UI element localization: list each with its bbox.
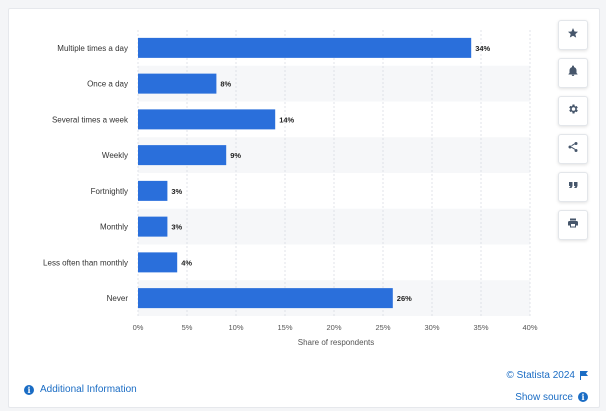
bell-icon [567,64,579,82]
bar [138,37,472,58]
x-tick-label: 35% [473,323,488,332]
x-tick-label: 0% [133,323,144,332]
x-tick-label: 5% [182,323,193,332]
print-button[interactable] [558,210,588,240]
bar [138,252,178,273]
cite-button[interactable] [558,172,588,202]
x-tick-label: 20% [326,323,341,332]
bar [138,73,217,94]
category-label: Several times a week [52,115,129,124]
copyright-label: © Statista 2024 [506,369,575,381]
bars [138,37,472,309]
value-label: 14% [279,115,294,124]
print-icon [567,216,579,234]
x-tick-label: 40% [522,323,537,332]
x-tick-labels: 0% 5% 10% 15% 20% 25% 30% 35% 40% [133,323,538,332]
category-label: Less often than monthly [43,258,128,267]
show-source-label: Show source [515,391,573,403]
category-label: Weekly [102,151,128,160]
x-tick-label: 25% [375,323,390,332]
show-source-link[interactable]: Show source i [506,390,588,404]
bar [138,216,168,237]
bar [138,109,276,130]
share-icon [567,140,579,158]
value-label: 34% [475,44,490,53]
category-label: Once a day [87,80,128,89]
value-label: 8% [220,80,231,89]
value-label: 4% [181,258,192,267]
value-label: 3% [171,187,182,196]
quote-icon [567,178,579,196]
star-icon [567,26,579,44]
share-button[interactable] [558,134,588,164]
x-tick-label: 15% [277,323,292,332]
x-axis-label: Share of respondents [298,338,375,347]
settings-button[interactable] [558,96,588,126]
category-label: Fortnightly [91,187,128,196]
source-area: © Statista 2024 Show source i [506,368,588,404]
x-tick-label: 10% [228,323,243,332]
favorite-button[interactable] [558,20,588,50]
gear-icon [567,102,579,120]
notification-button[interactable] [558,58,588,88]
category-label: Monthly [100,223,128,232]
x-tick-label: 30% [424,323,439,332]
category-label: Multiple times a day [57,44,128,53]
bar [138,180,168,201]
chart-toolbar [558,20,588,240]
value-labels: 34% 8% 14% 9% 3% 3% 4% 26% [171,44,490,303]
category-label: Never [107,294,129,303]
value-label: 3% [171,223,182,232]
additional-info-link[interactable]: i Additional Information [24,384,137,395]
bar [138,145,227,166]
info-icon: i [24,384,34,395]
bar [138,288,393,309]
value-label: 26% [397,294,412,303]
additional-info-label: Additional Information [40,384,137,395]
info-icon: i [578,392,588,402]
category-labels: Multiple times a day Once a day Several ti… [43,44,129,303]
flag-icon [580,370,588,380]
copyright-link[interactable]: © Statista 2024 [506,368,588,382]
value-label: 9% [230,151,241,160]
